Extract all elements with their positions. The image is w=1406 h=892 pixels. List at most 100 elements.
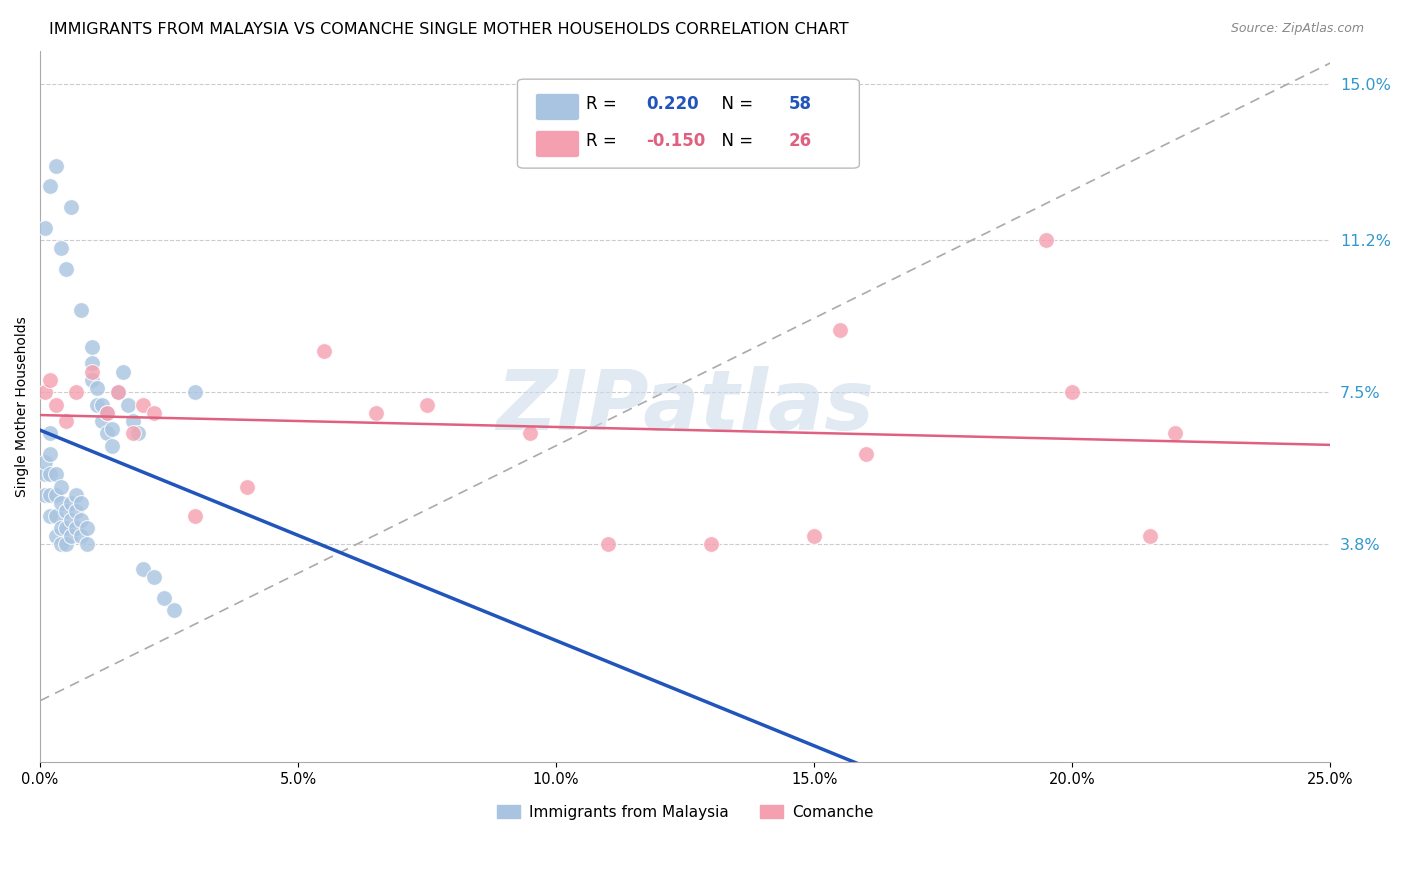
Point <box>34 220 56 235</box>
Point <box>122 426 145 441</box>
Point <box>132 562 155 576</box>
Point <box>49 241 72 255</box>
Point <box>803 529 825 543</box>
Point <box>34 455 56 469</box>
Point <box>153 591 176 605</box>
Point <box>70 513 93 527</box>
Point <box>49 521 72 535</box>
Point <box>60 496 83 510</box>
Point <box>700 537 723 551</box>
Point <box>65 488 87 502</box>
Point <box>96 406 118 420</box>
Y-axis label: Single Mother Households: Single Mother Households <box>15 316 30 497</box>
Point <box>184 508 207 523</box>
Point <box>34 385 56 400</box>
Point <box>45 488 67 502</box>
Point <box>80 340 103 354</box>
Point <box>91 414 114 428</box>
Text: IMMIGRANTS FROM MALAYSIA VS COMANCHE SINGLE MOTHER HOUSEHOLDS CORRELATION CHART: IMMIGRANTS FROM MALAYSIA VS COMANCHE SIN… <box>49 22 849 37</box>
Point <box>111 365 134 379</box>
Text: R =: R = <box>586 132 621 150</box>
Text: 0.220: 0.220 <box>647 95 699 113</box>
Point <box>55 504 77 518</box>
Point <box>39 447 62 461</box>
Point <box>1035 233 1057 247</box>
Point <box>45 397 67 411</box>
Point <box>34 467 56 482</box>
Point <box>101 439 124 453</box>
Text: -0.150: -0.150 <box>647 132 706 150</box>
Text: Source: ZipAtlas.com: Source: ZipAtlas.com <box>1230 22 1364 36</box>
Point <box>55 261 77 276</box>
Point <box>39 426 62 441</box>
Point <box>65 385 87 400</box>
Point <box>855 447 877 461</box>
Text: ZIPatlas: ZIPatlas <box>496 366 875 447</box>
Text: 58: 58 <box>789 95 811 113</box>
Point <box>80 373 103 387</box>
Point <box>45 529 67 543</box>
Point <box>117 397 139 411</box>
Point <box>312 344 335 359</box>
Point <box>96 426 118 441</box>
Point <box>132 397 155 411</box>
Point <box>80 365 103 379</box>
Point <box>39 467 62 482</box>
Point <box>127 426 149 441</box>
Text: N =: N = <box>711 132 758 150</box>
Point <box>596 537 619 551</box>
Text: R =: R = <box>586 95 621 113</box>
Point <box>55 414 77 428</box>
Point <box>91 397 114 411</box>
Point <box>65 504 87 518</box>
Point <box>101 422 124 436</box>
Point <box>49 537 72 551</box>
Point <box>80 356 103 370</box>
Point <box>70 302 93 317</box>
Point <box>142 570 165 584</box>
Point <box>76 537 98 551</box>
Point <box>96 406 118 420</box>
Point <box>122 414 145 428</box>
Point <box>86 381 108 395</box>
Point <box>142 406 165 420</box>
FancyBboxPatch shape <box>536 94 579 120</box>
Point <box>519 426 541 441</box>
Point <box>70 496 93 510</box>
Point <box>86 397 108 411</box>
Point <box>55 537 77 551</box>
Point <box>49 496 72 510</box>
Point <box>45 467 67 482</box>
Legend: Immigrants from Malaysia, Comanche: Immigrants from Malaysia, Comanche <box>491 798 879 826</box>
Point <box>76 521 98 535</box>
Point <box>184 385 207 400</box>
Point <box>1139 529 1161 543</box>
Point <box>107 385 129 400</box>
Point <box>235 480 257 494</box>
Point <box>65 521 87 535</box>
FancyBboxPatch shape <box>517 79 859 168</box>
Point <box>45 159 67 173</box>
Point <box>107 385 129 400</box>
Point <box>55 521 77 535</box>
Point <box>70 529 93 543</box>
Point <box>1062 385 1084 400</box>
Point <box>45 508 67 523</box>
Point <box>60 200 83 214</box>
Point <box>60 529 83 543</box>
Point <box>364 406 387 420</box>
Point <box>1164 426 1187 441</box>
Point <box>163 603 186 617</box>
Point <box>34 488 56 502</box>
Point <box>49 480 72 494</box>
FancyBboxPatch shape <box>536 130 579 158</box>
Point <box>39 179 62 194</box>
Text: N =: N = <box>711 95 758 113</box>
Text: 26: 26 <box>789 132 811 150</box>
Point <box>60 513 83 527</box>
Point <box>416 397 439 411</box>
Point <box>828 323 851 337</box>
Point <box>39 488 62 502</box>
Point <box>39 373 62 387</box>
Point <box>39 508 62 523</box>
